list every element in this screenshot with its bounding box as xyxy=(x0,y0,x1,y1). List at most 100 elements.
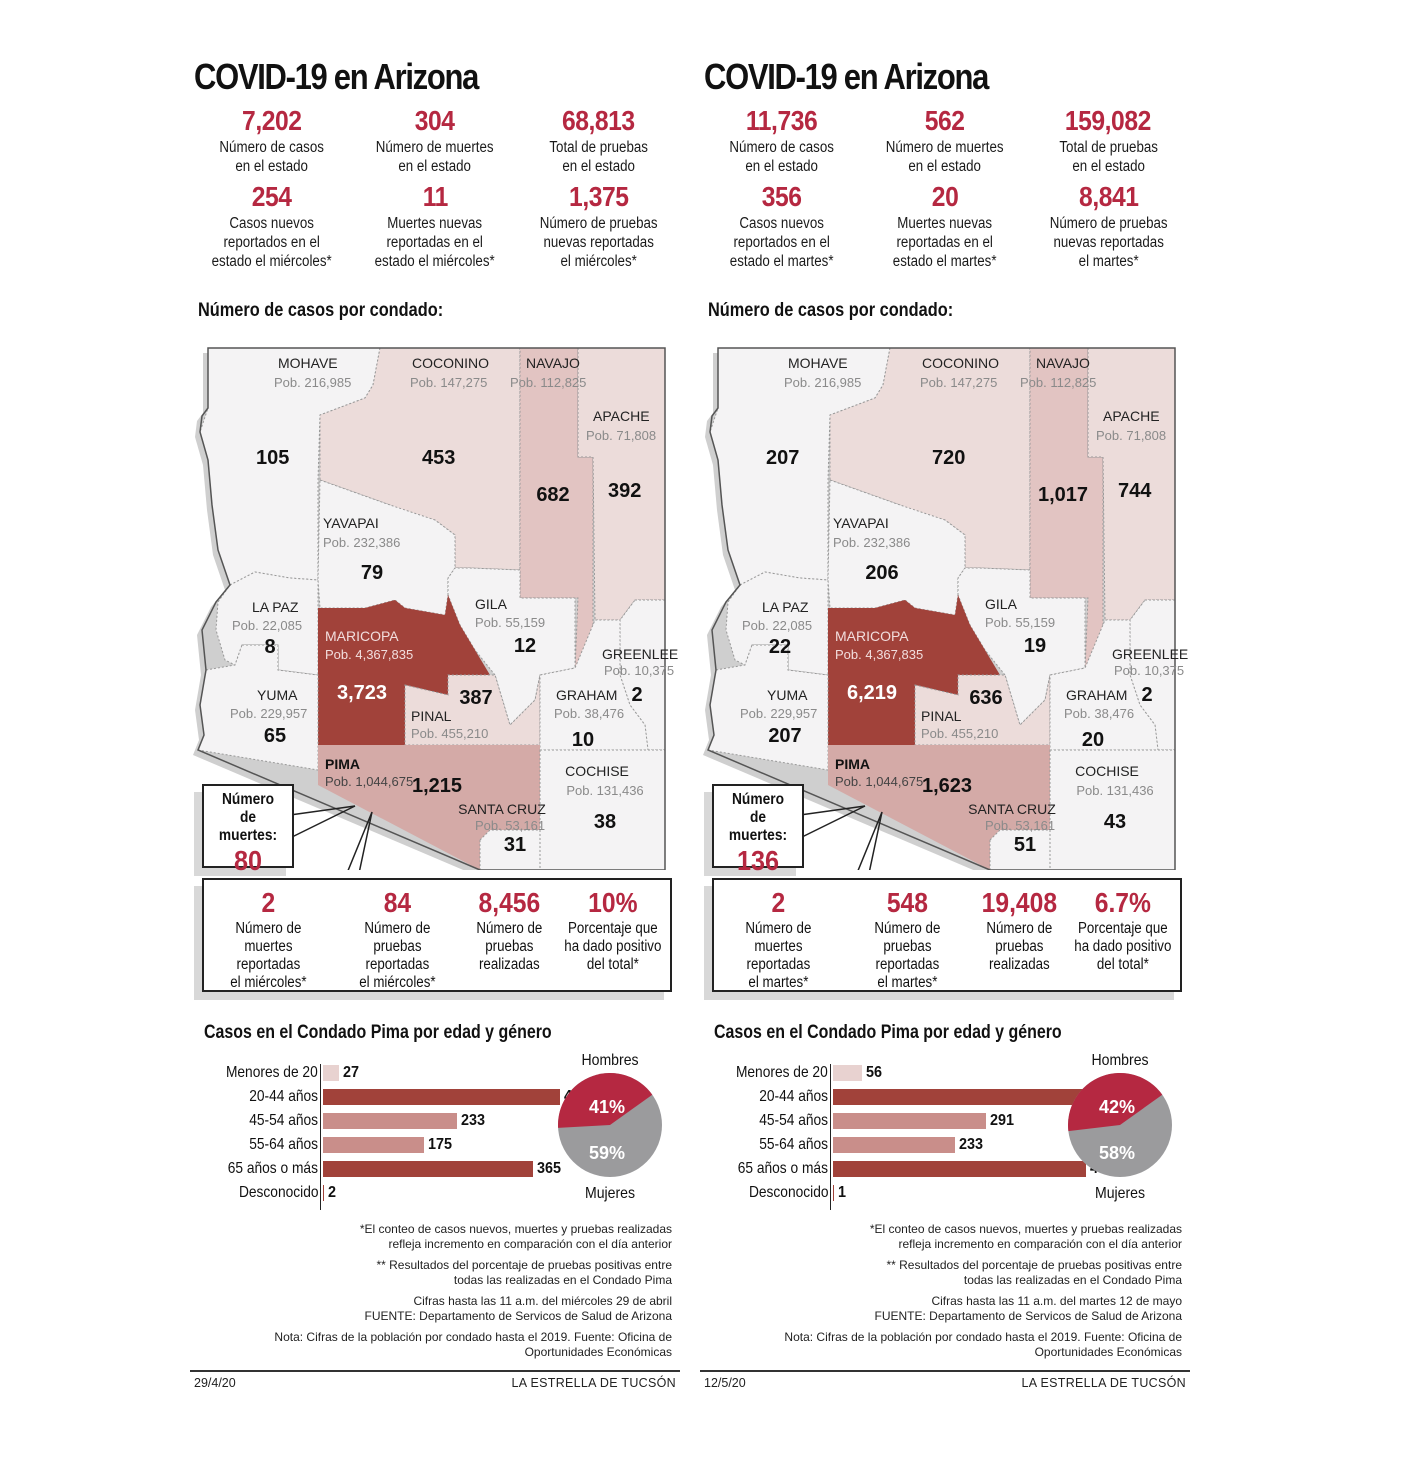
age-bar-label: 45-54 años xyxy=(249,1112,318,1129)
pima-deaths-label: Número de muertes: xyxy=(218,791,278,844)
svg-text:43: 43 xyxy=(1104,811,1126,833)
svg-text:COCONINO: COCONINO xyxy=(412,355,489,371)
pima-stat-positive-rate: 10% Porcentaje que ha dado positivo del t… xyxy=(564,887,662,973)
panel-title: COVID-19 en Arizona xyxy=(704,56,989,97)
svg-text:6,219: 6,219 xyxy=(847,682,897,704)
pima-stat-total-tests: 8,456 Número de pruebas realizadas xyxy=(475,887,542,973)
age-bar-label: Menores de 20 xyxy=(226,1064,318,1081)
age-bar-label: Desconocido xyxy=(748,1184,828,1201)
svg-text:387: 387 xyxy=(459,687,492,709)
county-maricopa xyxy=(828,595,1000,745)
stat-new-tests: 8,841 Número de pruebas nuevas reportadas… xyxy=(1049,181,1168,270)
svg-text:58%: 58% xyxy=(1099,1143,1135,1163)
svg-text:12: 12 xyxy=(514,635,536,657)
svg-text:Pob. 38,476: Pob. 38,476 xyxy=(1064,706,1134,721)
svg-text:10: 10 xyxy=(572,729,594,751)
pie-men-label: Hombres xyxy=(581,1052,639,1069)
svg-text:Pob. 455,210: Pob. 455,210 xyxy=(411,726,488,741)
svg-text:31: 31 xyxy=(504,834,526,856)
county-gila xyxy=(957,567,1086,726)
svg-text:207: 207 xyxy=(766,447,799,469)
county-pima xyxy=(318,745,540,870)
infographic-panel-may-12: COVID-19 en Arizona 11,736 Número de caso… xyxy=(700,0,1190,1459)
stat-new-deaths: 11 Muertes nuevas reportadas en el estado… xyxy=(374,181,496,270)
footnotes: *El conteo de casos nuevos, muertes y pr… xyxy=(192,1222,672,1366)
pima-deaths-value: 80 xyxy=(233,845,263,876)
footer-divider xyxy=(700,1370,1190,1372)
svg-text:Pob. 4,367,835: Pob. 4,367,835 xyxy=(835,647,923,662)
svg-text:YUMA: YUMA xyxy=(257,687,298,703)
stat-new-cases: 356 Casos nuevos reportados en el estado … xyxy=(729,181,834,270)
age-bar xyxy=(833,1065,863,1081)
pima-deaths-callout: Número de muertes: 80 xyxy=(202,784,294,876)
svg-text:19: 19 xyxy=(1024,635,1046,657)
county-lapaz xyxy=(725,571,829,676)
svg-text:NAVAJO: NAVAJO xyxy=(526,355,580,371)
svg-text:NAVAJO: NAVAJO xyxy=(1036,355,1090,371)
svg-text:1,623: 1,623 xyxy=(922,775,972,797)
svg-text:GILA: GILA xyxy=(475,596,508,612)
svg-text:1,017: 1,017 xyxy=(1038,484,1088,506)
age-chart-title: Casos en el Condado Pima por edad y géne… xyxy=(204,1022,552,1043)
infographic-panel-april-29: COVID-19 en Arizona 7,202 Número de casos… xyxy=(190,0,680,1459)
age-bar-value: 27 xyxy=(342,1064,359,1081)
age-bar-row: 20-44 años413 xyxy=(190,1086,589,1110)
age-bar xyxy=(833,1113,986,1129)
stat-new-deaths: 20 Muertes nuevas reportadas en el estado… xyxy=(893,181,997,270)
county-pima xyxy=(828,745,1050,870)
age-bar-value: 1 xyxy=(837,1184,846,1201)
footnote-double-asterisk: ** Resultados del porcentaje de pruebas … xyxy=(886,1258,1182,1287)
svg-text:SANTA CRUZ: SANTA CRUZ xyxy=(968,801,1056,817)
age-chart-axis xyxy=(830,1064,831,1210)
age-bar-row: 55-64 años 175 xyxy=(190,1134,550,1158)
footnote-double-asterisk: ** Resultados del porcentaje de pruebas … xyxy=(376,1258,672,1287)
svg-text:PIMA: PIMA xyxy=(835,756,870,772)
svg-text:YAVAPAI: YAVAPAI xyxy=(833,515,889,531)
svg-text:MOHAVE: MOHAVE xyxy=(278,355,338,371)
svg-text:Pob. 216,985: Pob. 216,985 xyxy=(274,375,351,390)
map-title: Número de casos por condado: xyxy=(708,300,954,321)
gender-pie-chart: Hombres 41% 59% Mujeres xyxy=(550,1052,670,1212)
svg-text:Pob. 55,159: Pob. 55,159 xyxy=(475,615,545,630)
age-bar-row: Menores de 20 27 xyxy=(190,1062,550,1086)
state-stats: 11,736 Número de casos en el estado 562 Nú… xyxy=(700,104,1190,271)
pie-slice-men xyxy=(558,1073,653,1128)
state-stats: 7,202 Número de casos en el estado 304 Núm… xyxy=(190,104,680,271)
svg-text:Pob. 232,386: Pob. 232,386 xyxy=(323,535,400,550)
pie-slice-men xyxy=(1068,1073,1163,1132)
svg-text:Pob. 112,825: Pob. 112,825 xyxy=(1020,375,1096,390)
svg-text:682: 682 xyxy=(536,484,569,506)
pie-men-label: Hombres xyxy=(1091,1052,1149,1069)
county-graham xyxy=(539,619,649,751)
stat-total-deaths: 562 Número de muertes en el estado xyxy=(886,105,1004,175)
age-bar xyxy=(323,1089,561,1105)
svg-text:MOHAVE: MOHAVE xyxy=(788,355,848,371)
svg-text:Pob. 131,436: Pob. 131,436 xyxy=(1076,783,1153,798)
arizona-county-map: MOHAVE Pob. 216,985 105 COCONINO Pob. 14… xyxy=(193,347,678,870)
svg-text:20: 20 xyxy=(1082,729,1104,751)
svg-text:Pob. 147,275: Pob. 147,275 xyxy=(410,375,487,390)
pima-stat-new-deaths: 2 Número de muertes reportadas el martes* xyxy=(745,887,812,991)
pima-deaths-label: Número de muertes: xyxy=(728,791,788,844)
age-bar-value: 291 xyxy=(989,1112,1014,1129)
age-bar-label: 65 años o más xyxy=(227,1160,318,1177)
svg-text:Pob. 22,085: Pob. 22,085 xyxy=(232,618,302,633)
footnote-asterisk: *El conteo de casos nuevos, muertes y pr… xyxy=(359,1222,672,1251)
stat-total-deaths: 304 Número de muertes en el estado xyxy=(376,105,494,175)
svg-text:MARICOPA: MARICOPA xyxy=(325,628,399,644)
stat-total-cases: 11,736 Número de casos en el estado xyxy=(729,105,834,175)
svg-text:Pob. 232,386: Pob. 232,386 xyxy=(833,535,910,550)
svg-text:Pob. 1,044,675: Pob. 1,044,675 xyxy=(325,774,413,789)
footnote-asterisk: *El conteo de casos nuevos, muertes y pr… xyxy=(869,1222,1182,1251)
age-bar-label: 65 años o más xyxy=(737,1160,828,1177)
publication-date: 29/4/20 xyxy=(194,1376,236,1390)
svg-text:3,723: 3,723 xyxy=(337,682,387,704)
svg-text:COCONINO: COCONINO xyxy=(922,355,999,371)
publisher-name: LA ESTRELLA DE TUCSÓN xyxy=(1021,1376,1186,1390)
svg-text:GILA: GILA xyxy=(985,596,1018,612)
svg-text:744: 744 xyxy=(1118,480,1152,502)
svg-text:636: 636 xyxy=(969,687,1002,709)
age-bar-label: 55-64 años xyxy=(759,1136,828,1153)
svg-text:PIMA: PIMA xyxy=(325,756,360,772)
